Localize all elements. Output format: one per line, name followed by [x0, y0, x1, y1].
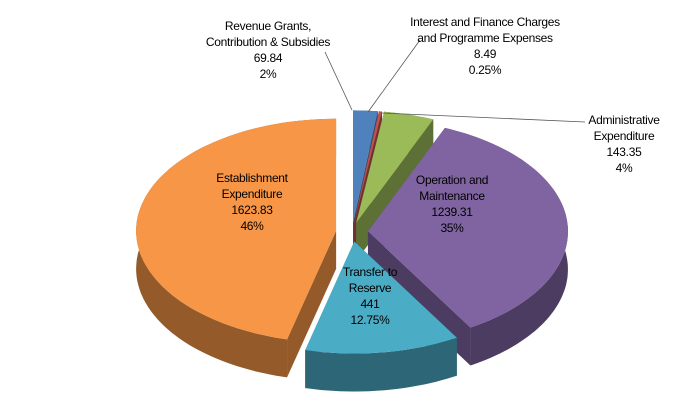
leader-line: [367, 39, 421, 113]
slice-side: [305, 337, 457, 392]
category: Interest and Finance Charges and Program…: [410, 15, 560, 45]
slice: [305, 241, 457, 354]
slice-label: Interest and Finance Charges and Program…: [410, 14, 560, 78]
slice: [354, 111, 382, 223]
percent: 35%: [440, 221, 464, 235]
category: Establishment Expenditure: [216, 171, 288, 201]
slice: [356, 111, 434, 223]
category: Revenue Grants, Contribution & Subsidies: [205, 19, 331, 49]
slice-label: Administrative Expenditure 143.35 4%: [579, 112, 669, 176]
value: 143.35: [606, 145, 642, 159]
value: 69.84: [253, 51, 283, 65]
category: Administrative Expenditure: [588, 113, 660, 143]
slice: [352, 110, 378, 223]
percent: 0.25%: [468, 63, 502, 77]
slice-label: Establishment Expenditure 1623.83 46%: [207, 170, 297, 234]
percent: 46%: [240, 219, 264, 233]
slice-label: Operation and Maintenance 1239.31 35%: [402, 172, 502, 236]
slice: [136, 118, 337, 340]
category: Operation and Maintenance: [415, 173, 489, 203]
value: 1239.31: [431, 205, 473, 219]
category: Transfer to Reserve: [342, 265, 398, 295]
leader-line: [324, 51, 353, 111]
percent: 12.75%: [350, 313, 390, 327]
value: 8.49: [473, 47, 497, 61]
value: 441: [360, 297, 380, 311]
slice-label: Revenue Grants, Contribution & Subsidies…: [198, 18, 338, 82]
value: 1623.83: [231, 203, 273, 217]
leader-line: [381, 112, 586, 123]
percent: 2%: [259, 67, 277, 81]
percent: 4%: [615, 161, 633, 175]
slice: [367, 127, 568, 328]
slice-side: [287, 230, 337, 378]
slice-label: Transfer to Reserve 441 12.75%: [330, 264, 410, 328]
